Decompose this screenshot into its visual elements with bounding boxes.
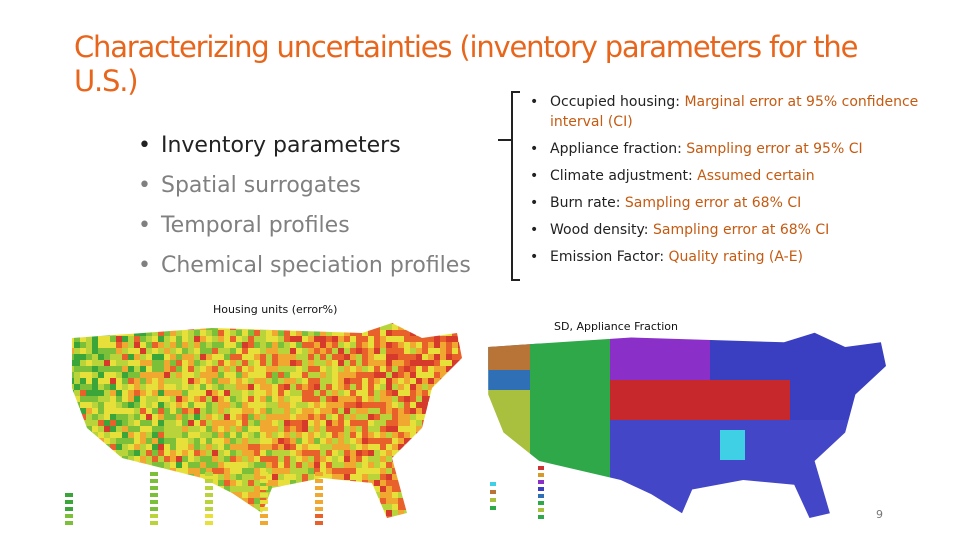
right-item: Emission Factor: Quality rating (A-E) <box>530 247 950 267</box>
item-label: Wood density: <box>550 222 649 238</box>
right-item: Burn rate: Sampling error at 68% CI <box>530 193 950 213</box>
item-label: Occupied housing: <box>550 94 680 110</box>
legend-swatches <box>65 472 323 525</box>
item-value: Quality rating (A-E) <box>668 249 804 265</box>
item-label: Emission Factor: <box>550 249 665 265</box>
right-item: Climate adjustment: Assumed certain <box>530 166 950 186</box>
map-caption: SD, Appliance Fraction <box>554 320 678 333</box>
item-label: Appliance fraction: <box>550 141 682 157</box>
right-list: Occupied housing: Marginal error at 95% … <box>530 92 950 274</box>
left-item: Spatial surrogates <box>138 166 471 206</box>
map-caption: Housing units (error%) <box>213 303 338 316</box>
slide-title: Characterizing uncertainties (inventory … <box>74 30 858 98</box>
appliance-map <box>488 332 886 518</box>
legend-swatches <box>490 466 544 519</box>
item-value: Sampling error at 68% CI <box>652 222 830 238</box>
item-value: Assumed certain <box>697 168 815 184</box>
item-value: Marginal error at 95% confidence interva… <box>550 94 919 130</box>
left-item: Inventory parameters <box>138 126 471 166</box>
item-value: Sampling error at 95% CI <box>686 141 863 157</box>
item-label: Climate adjustment: <box>550 168 693 184</box>
item-value: Sampling error at 68% CI <box>624 195 802 211</box>
right-item: Wood density: Sampling error at 68% CI <box>530 220 950 240</box>
item-label: Burn rate: <box>550 195 621 211</box>
left-item: Temporal profiles <box>138 206 471 246</box>
right-item: Occupied housing: Marginal error at 95% … <box>530 92 950 132</box>
left-item: Chemical speciation profiles <box>138 246 471 286</box>
left-list: Inventory parametersSpatial surrogatesTe… <box>138 126 471 286</box>
page-number: 9 <box>876 508 883 521</box>
right-item: Appliance fraction: Sampling error at 95… <box>530 139 950 159</box>
bracket <box>498 91 520 281</box>
